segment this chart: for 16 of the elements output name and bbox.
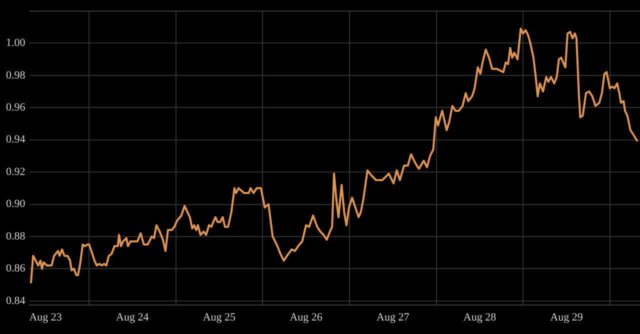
y-tick-label: 0.86 [6,262,26,275]
y-tick-label: 0.96 [6,101,26,114]
y-tick-label: 0.90 [6,198,26,210]
x-tick-label: Aug 23 [29,311,62,324]
x-tick-label: Aug 26 [290,311,323,324]
y-tick-label: 0.92 [6,166,26,178]
x-tick-label: Aug 27 [376,311,410,324]
x-tick-label: Aug 24 [116,311,150,324]
x-tick-label: Aug 29 [550,311,584,324]
x-tick-label: Aug 28 [463,311,497,324]
y-tick-label: 0.84 [6,294,26,307]
y-tick-label: 1.00 [6,37,26,50]
x-tick-label: Aug 25 [202,311,236,324]
y-tick-label: 0.98 [6,69,26,82]
y-tick-label: 0.88 [6,230,26,242]
y-tick-label: 0.94 [6,134,26,146]
